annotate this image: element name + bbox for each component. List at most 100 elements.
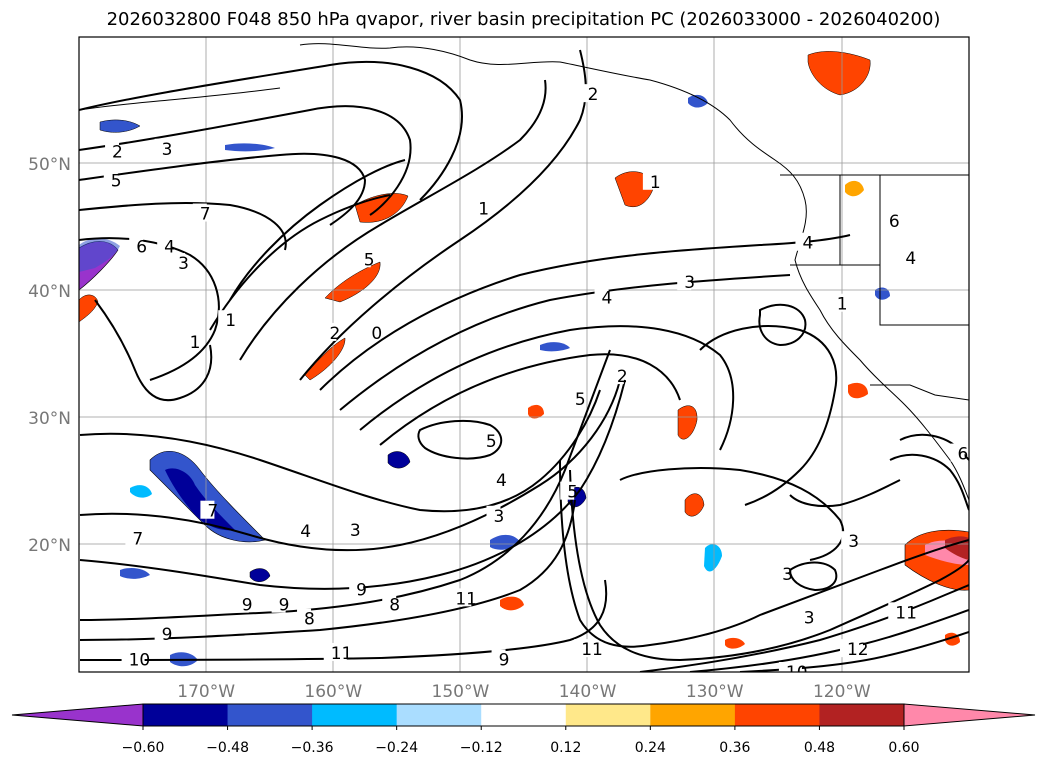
contour-label: 9 (356, 580, 367, 600)
contour-label: 4 (802, 234, 813, 254)
contour-label: 8 (389, 596, 400, 616)
contour-label-bg (580, 84, 595, 103)
colorbar-tick-label: −0.36 (291, 740, 334, 756)
contour-line (79, 389, 601, 513)
colorbar-extend-max (903, 703, 1036, 727)
patch-blue-5 (120, 567, 150, 579)
contour-label: 0 (371, 324, 382, 344)
coastlines (79, 43, 969, 501)
contour-label-bg (250, 687, 273, 705)
contour-label: 5 (364, 250, 375, 270)
contour-label: 2 (617, 367, 628, 387)
patch-orange-6 (684, 493, 705, 517)
colorbar-tick-label: −0.60 (122, 740, 165, 756)
contour-line (319, 234, 851, 391)
contour-label-bg (796, 607, 811, 626)
contour-label: 10 (129, 650, 151, 670)
contour-label: 9 (279, 596, 290, 616)
contour-label-bg (154, 138, 169, 157)
contour-label-bg (491, 649, 506, 668)
contour-label-bg (323, 642, 347, 661)
contour-label-bg (349, 579, 364, 598)
contour-label-bg (448, 588, 472, 607)
contour-label-bg (125, 528, 140, 547)
contour-label-bg (171, 253, 186, 272)
patch-orange-1 (324, 261, 381, 303)
contour-label: 4 (300, 522, 311, 542)
contour-label: 6 (136, 238, 147, 258)
contour-label-bg (271, 594, 286, 613)
coast-aleutians (79, 87, 281, 111)
contour-line (79, 499, 576, 641)
contour-label: 7 (207, 502, 218, 522)
contour-line (758, 303, 807, 347)
contour-label-bg (121, 649, 145, 668)
contour-label-bg (839, 639, 863, 658)
lon-tick-label: 150°W (432, 682, 490, 702)
patch-blue-9 (688, 94, 708, 108)
patch-orange-11 (528, 404, 544, 419)
lon-tick-label: 120°W (813, 682, 871, 702)
lon-tick-label: 130°W (686, 682, 744, 702)
contour-label: 11 (331, 644, 353, 664)
contour-label: 3 (804, 608, 815, 628)
contour-label: 2 (588, 85, 599, 105)
contour-label-bg (795, 232, 810, 251)
contour-label: 4 (164, 238, 175, 258)
lat-tick-label: 30°N (28, 409, 71, 429)
patch-orange-2 (304, 337, 346, 381)
contour-line (339, 274, 791, 411)
contour-label-bg (192, 203, 207, 222)
contour-line (229, 159, 406, 301)
contour-label: 4 (496, 471, 507, 491)
contour-label: 1 (225, 311, 236, 331)
contour-label-bg (293, 521, 308, 540)
contour-line (359, 325, 735, 451)
contour-line (239, 79, 547, 361)
contour-line (94, 299, 213, 402)
contour-label: 6 (889, 212, 900, 232)
contour-label-bg (778, 662, 802, 672)
colorbar-tick-label: 0.48 (804, 740, 835, 756)
colorbar-bin (565, 704, 651, 726)
patch-blue-4 (704, 544, 722, 572)
colorbar-tick-label: −0.12 (460, 740, 503, 756)
contour-line (889, 453, 969, 511)
patch-orange-14 (725, 637, 745, 649)
contour-line (788, 561, 838, 592)
contour-label: 3 (350, 521, 361, 541)
contour-line (379, 353, 681, 446)
longitude-labels: 170°W 160°W 150°W 140°W 130°W 120°W (177, 682, 871, 702)
lon-tick-label: 160°W (304, 682, 362, 702)
colorbar-tick-label: 0.12 (550, 740, 581, 756)
contour-label: 4 (905, 249, 916, 269)
contour-label: 3 (684, 273, 695, 293)
patch-blue-2 (225, 143, 275, 152)
colorbar-bin (481, 704, 567, 726)
contour-label-bg (898, 247, 913, 266)
contour-label: 9 (499, 650, 510, 670)
contour-label: 3 (162, 140, 173, 160)
contour-label-bg (560, 481, 575, 500)
contour-label-bg (841, 531, 856, 550)
colorbar-extend-min (11, 703, 144, 727)
contour-label-bg (775, 564, 790, 583)
colorbar-bin (650, 704, 736, 726)
contour-line (559, 459, 969, 648)
contour-label-bg (200, 500, 215, 519)
contour-label: 12 (847, 640, 869, 660)
contour-line (569, 469, 969, 662)
colorbar-tick-label: −0.24 (375, 740, 418, 756)
contour-label-bg (489, 470, 504, 489)
contour-line (619, 467, 845, 561)
contour-label: 11 (895, 603, 917, 623)
contour-label: 5 (486, 432, 497, 452)
contour-label-bg (234, 594, 249, 613)
patch-navy-pacific-1 (165, 468, 235, 531)
contour-label: 10 (786, 663, 808, 683)
contour-label-bg (103, 170, 118, 189)
contour-line (79, 201, 287, 251)
